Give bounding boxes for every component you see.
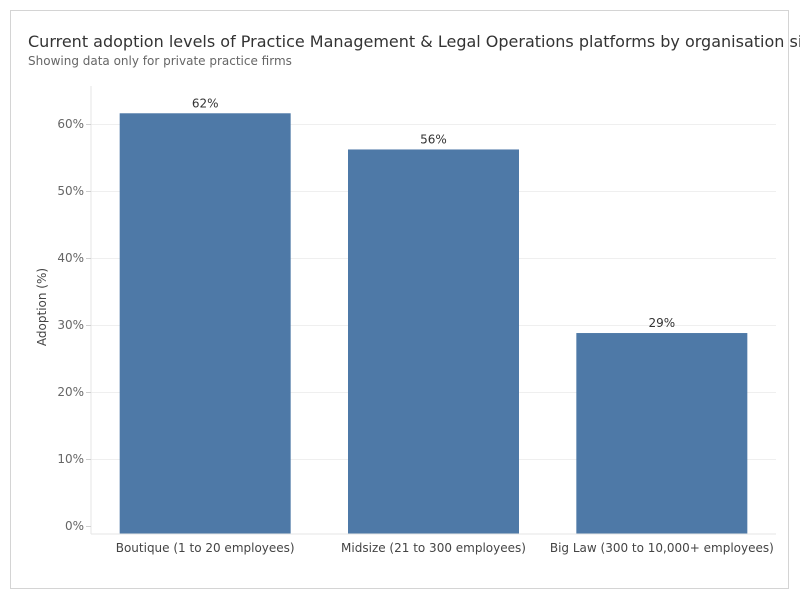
bars — [119, 113, 748, 534]
chart-subtitle: Showing data only for private practice f… — [28, 54, 292, 68]
chart-frame — [10, 10, 789, 589]
bar — [119, 113, 291, 534]
chart-title: Current adoption levels of Practice Mana… — [28, 32, 800, 51]
y-tick-label: 10% — [57, 452, 84, 466]
y-tick-label: 20% — [57, 385, 84, 399]
y-tick-label: 60% — [57, 117, 84, 131]
data-labels: 62% 56% 29% — [192, 96, 675, 330]
x-tick-label: Midsize (21 to 300 employees) — [341, 541, 526, 555]
y-tick-label: 0% — [65, 519, 84, 533]
y-tick-label: 30% — [57, 318, 84, 332]
x-tick-label: Boutique (1 to 20 employees) — [116, 541, 295, 555]
bar — [576, 333, 748, 534]
x-axis: Boutique (1 to 20 employees) Midsize (21 … — [91, 533, 776, 555]
y-tick-label: 40% — [57, 251, 84, 265]
data-label: 62% — [192, 96, 219, 110]
y-axis-label: Adoption (%) — [35, 268, 49, 346]
data-label: 56% — [420, 132, 447, 146]
y-axis: 0% 10% 20% 30% 40% 50% 60% — [57, 86, 92, 534]
y-tick-label: 50% — [57, 184, 84, 198]
data-label: 29% — [648, 316, 675, 330]
x-tick-label: Big Law (300 to 10,000+ employees) — [550, 541, 774, 555]
bar — [348, 149, 519, 534]
